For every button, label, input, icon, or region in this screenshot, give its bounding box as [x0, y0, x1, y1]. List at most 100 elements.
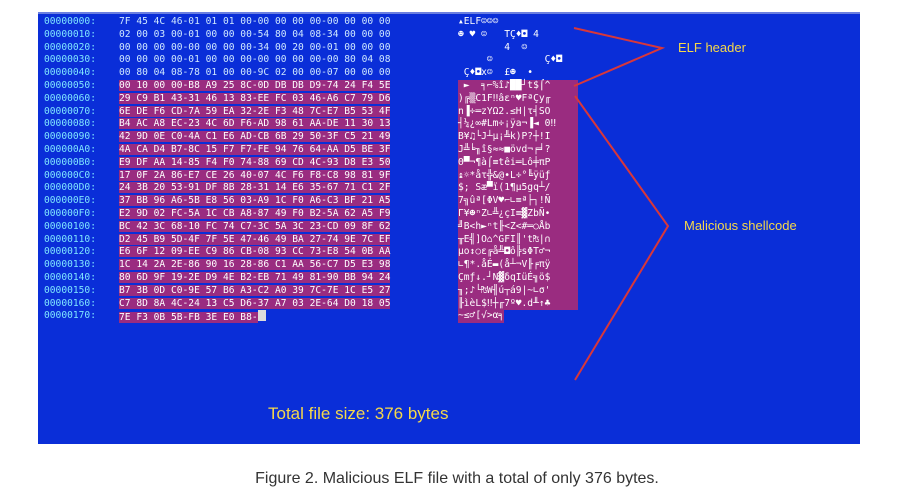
hex-row-bytes-text: BC 42 3C 68-10 FC 74 C7-3C 5A 3C 23-CD 0…	[119, 220, 391, 232]
hex-row-bytes: B4 AC A8 EC-23 4C 6D F6-AD 98 61 AA-DE 1…	[119, 118, 539, 131]
hex-dump: 00000000: 7F 45 4C 46-01 01 01 00-00 00 0…	[44, 16, 539, 324]
hex-row: 000000C0: 17 0F 2A 86-E7 CE 26 40-07 4C F…	[44, 169, 539, 183]
hex-row-bytes: 42 9D 0E C0-4A C1 E6 AD-CB 6B 29 50-3F C…	[119, 131, 539, 144]
ascii-row: J╩╘╖î§≈≈■övd¬╒╛?	[458, 143, 578, 157]
ascii-row: )╔▒C1F‼âεⁿ♥FªÇy╓	[458, 92, 578, 106]
hex-row-address: 00000000:	[44, 16, 96, 27]
hex-row: 00000010: 02 00 03 00-01 00 00 00-54 80 0…	[44, 29, 539, 42]
hex-row-address: 00000020:	[44, 41, 96, 53]
hex-row-bytes: 7F 45 4C 46-01 01 01 00-00 00 00 00-00 0…	[119, 16, 539, 29]
hex-row-address: 00000030:	[44, 54, 96, 66]
hex-row-bytes-text: 42 9D 0E C0-4A C1 E6 AD-CB 6B 29 50-3F C…	[119, 131, 391, 143]
hex-row-address: 00000150:	[44, 284, 96, 296]
hex-row: 000000D0: 24 3B 20 53-91 DF 8B 28-31 14 E…	[44, 182, 539, 195]
hex-row-bytes-text: 37 BB 96 A6-5B E8 56 03-A9 1C F0 A6-C3 B…	[119, 195, 391, 207]
ascii-row: 4 ☺	[458, 41, 528, 53]
hex-row-bytes-text: 6E DE F6 CD-7A 59 EA 32-2E F3 48 7C-E7 B…	[119, 105, 391, 117]
hex-row-address: 000000F0:	[44, 207, 96, 219]
hex-row-bytes-text: 29 C9 B1 43-31 46 13 83-EE FC 03 46-A6 C…	[119, 92, 391, 104]
ascii-row: ╟ìèL$‼┼╓7º♥.d╨↑♣	[458, 297, 578, 311]
ascii-row: ☻ ♥ ☺ TÇ♦◘ 4	[458, 28, 539, 40]
hex-row: 00000080: B4 AC A8 EC-23 4C 6D F6-AD 98 6…	[44, 118, 539, 131]
hex-row-address: 000000E0:	[44, 195, 96, 207]
hex-row-bytes: 00 00 00 00-01 00 00 00-00 00 00 00-00 8…	[119, 54, 539, 67]
hex-row-bytes: 80 6D 9F 19-2E D9 4E B2-EB 71 49 81-90 B…	[119, 271, 539, 285]
hex-row: 000000B0: E9 DF AA 14-85 F4 F0 74-88 69 C…	[44, 156, 539, 170]
elf-header-label: ELF header	[678, 40, 746, 55]
ascii-row: Ç♦◘x☺ £☻ •	[458, 67, 534, 79]
hex-row-bytes-text: 24 3B 20 53-91 DF 8B 28-31 14 E6 35-67 7…	[119, 182, 391, 194]
hex-row-bytes-text: 00 00 00 00-01 00 00 00-00 00 00 00-00 8…	[119, 54, 391, 66]
ascii-row: ↨☼*åτ╬&@•L÷°╚ÿüƒ	[458, 169, 578, 183]
ascii-row: B¥♫└J┴µ¡╩k)P?┼!I	[458, 131, 578, 144]
ascii-row: ╝B<h►ⁿt╟<Z<#═○Åb	[458, 220, 578, 234]
hex-row: 00000090: 42 9D 0E C0-4A C1 E6 AD-CB 6B 2…	[44, 131, 539, 144]
hex-row-address: 00000080:	[44, 118, 96, 130]
hex-row: 000000F0: E2 9D 02 FC-5A 1C CB A8-87 49 F…	[44, 207, 539, 221]
ascii-row: ▴ELF☺☺☺	[458, 16, 499, 27]
hex-row-bytes-text: 00 00 00 00-00 00 00 00-34 00 20 00-01 0…	[119, 41, 391, 53]
hex-row-bytes-text: 7F 45 4C 46-01 01 01 00-00 00 00 00-00 0…	[119, 16, 391, 27]
hex-row-bytes: 24 3B 20 53-91 DF 8B 28-31 14 E6 35-67 7…	[119, 182, 539, 195]
hex-row-bytes-text: 17 0F 2A 86-E7 CE 26 40-07 4C F6 F8-C8 9…	[119, 169, 391, 181]
hex-row-address: 00000100:	[44, 220, 96, 232]
hex-row-bytes: 00 10 00 00-B8 A9 25 8C-0D DB DB D9-74 2…	[119, 79, 539, 93]
hex-row-bytes: 37 BB 96 A6-5B E8 56 03-A9 1C F0 A6-C3 B…	[119, 195, 539, 208]
ascii-row: ∟¶*.åÉ▬(å┴¬V╟╒πÿ	[458, 259, 578, 272]
hex-row-bytes: 6E DE F6 CD-7A 59 EA 32-2E F3 48 7C-E7 B…	[119, 105, 539, 119]
malicious-shellcode-label: Malicious shellcode	[684, 218, 797, 233]
hex-row: 00000040: 00 80 04 08-78 01 00 00-9C 02 0…	[44, 67, 539, 80]
panel-top-border	[38, 12, 860, 14]
hex-row-bytes-text: 00 10 00 00-B8 A9 25 8C-0D DB DB D9-74 2…	[119, 79, 391, 91]
ascii-row: ┤¼¿∞#Lm÷¡ÿa¬▐◄ 0‼	[458, 118, 578, 132]
hex-row: 00000000: 7F 45 4C 46-01 01 01 00-00 00 0…	[44, 16, 539, 29]
ascii-row: ☺ Ç♦◘	[458, 54, 562, 66]
hex-row-bytes: E2 9D 02 FC-5A 1C CB A8-87 49 F0 B2-5A 6…	[119, 207, 539, 221]
hex-row-address: 00000110:	[44, 233, 96, 245]
ascii-row: ► ╕⌐%î♪██┘t$⌠^	[458, 79, 578, 93]
hex-row-bytes: C7 8D 8A 4C-24 13 C5 D6-37 A7 03 2E-64 D…	[119, 297, 539, 311]
hex-row-bytes-text: B4 AC A8 EC-23 4C 6D F6-AD 98 61 AA-DE 1…	[119, 118, 391, 130]
total-file-size: Total file size: 376 bytes	[268, 404, 449, 423]
ascii-row: n▐÷═zYΩ2.≤H|τ╡SO	[458, 105, 578, 119]
hex-row-bytes-text: E6 6F 12 09-EE C9 86 CB-08 93 CC 73-E8 5…	[119, 246, 391, 258]
ascii-row: $; Sæ▀ï(1¶µ5gq┴/	[458, 182, 578, 196]
hex-row-bytes-text: 1C 14 2A 2E-86 90 16 28-86 C1 AA 56-C7 D…	[119, 259, 391, 271]
hex-row: 00000070: 6E DE F6 CD-7A 59 EA 32-2E F3 4…	[44, 105, 539, 119]
hex-row-bytes: 4A CA D4 B7-8C 15 F7 F7-FE 94 76 64-AA D…	[119, 143, 539, 157]
ascii-row: µo↕○ε╔å╩◘ô╠sΦT♂¬	[458, 246, 578, 260]
hex-row: 00000120: E6 6F 12 09-EE C9 86 CB-08 93 C…	[44, 246, 539, 259]
hex-row: 00000160: C7 8D 8A 4C-24 13 C5 D6-37 A7 0…	[44, 297, 539, 311]
hex-row-address: 000000A0:	[44, 143, 96, 155]
hex-row-bytes: BC 42 3C 68-10 FC 74 C7-3C 5A 3C 23-CD 0…	[119, 220, 539, 234]
hex-row-address: 00000140:	[44, 271, 96, 283]
hex-row: 00000020: 00 00 00 00-00 00 00 00-34 00 2…	[44, 42, 539, 55]
hex-row-bytes-text: 00 80 04 08-78 01 00 00-9C 02 00 00-07 0…	[119, 67, 391, 79]
hex-row-bytes-text: E9 DF AA 14-85 F4 F0 74-88 69 CD 4C-93 D…	[119, 156, 391, 168]
ascii-row: Γ¥☻ⁿZ∟╩¿çI≡▓ZbÑ∙	[458, 207, 578, 221]
hex-row-address: 00000050:	[44, 79, 96, 91]
hex-row-address: 00000070:	[44, 105, 96, 117]
hex-row-bytes: 7E F3 0B 5B-FB 3E E0 B8-	[119, 310, 539, 324]
hex-row-bytes-text: B7 3B 0D C0-9E 57 B6 A3-C2 A0 39 7C-7E 1…	[119, 284, 391, 296]
hex-row-address: 00000060:	[44, 92, 96, 104]
ascii-row: ╥E╣]O⌂^GFI║'t₧|∩	[458, 233, 578, 247]
figure-caption: Figure 2. Malicious ELF file with a tota…	[255, 470, 659, 487]
hex-row: 00000170: 7E F3 0B 5B-FB 3E E0 B8-	[44, 310, 539, 324]
hex-row-bytes: 17 0F 2A 86-E7 CE 26 40-07 4C F6 F8-C8 9…	[119, 169, 539, 183]
hex-row: 000000A0: 4A CA D4 B7-8C 15 F7 F7-FE 94 7…	[44, 143, 539, 157]
hex-row: 00000100: BC 42 3C 68-10 FC 74 C7-3C 5A 3…	[44, 220, 539, 234]
hex-row-address: 000000B0:	[44, 156, 96, 168]
ascii-row: ~≤♂[√>α╕	[458, 310, 505, 324]
cursor-block	[257, 310, 266, 322]
ascii-row: ╖;♪└₧W╢ú┬á9|~∟σ'	[458, 284, 578, 298]
hex-row-address: 00000040:	[44, 67, 96, 79]
hex-row-bytes: 00 80 04 08-78 01 00 00-9C 02 00 00-07 0…	[119, 67, 539, 80]
hex-row: 00000140: 80 6D 9F 19-2E D9 4E B2-EB 71 4…	[44, 271, 539, 285]
hex-row: 00000030: 00 00 00 00-01 00 00 00-00 00 0…	[44, 54, 539, 67]
ascii-row: Çmƒ↓.┘N▓δqIüÉ╗ö$	[458, 271, 578, 285]
hex-row-bytes-text: 7E F3 0B 5B-FB 3E E0 B8-	[119, 312, 258, 324]
hex-row-address: 00000090:	[44, 131, 96, 143]
hex-row: 00000130: 1C 14 2A 2E-86 90 16 28-86 C1 A…	[44, 259, 539, 272]
ascii-column: ▴ELF☺☺☺ ☻ ♥ ☺ TÇ♦◘ 4 4 ☺ ☺ Ç♦◘ Ç♦◘x☺ £☻ •…	[458, 16, 578, 324]
